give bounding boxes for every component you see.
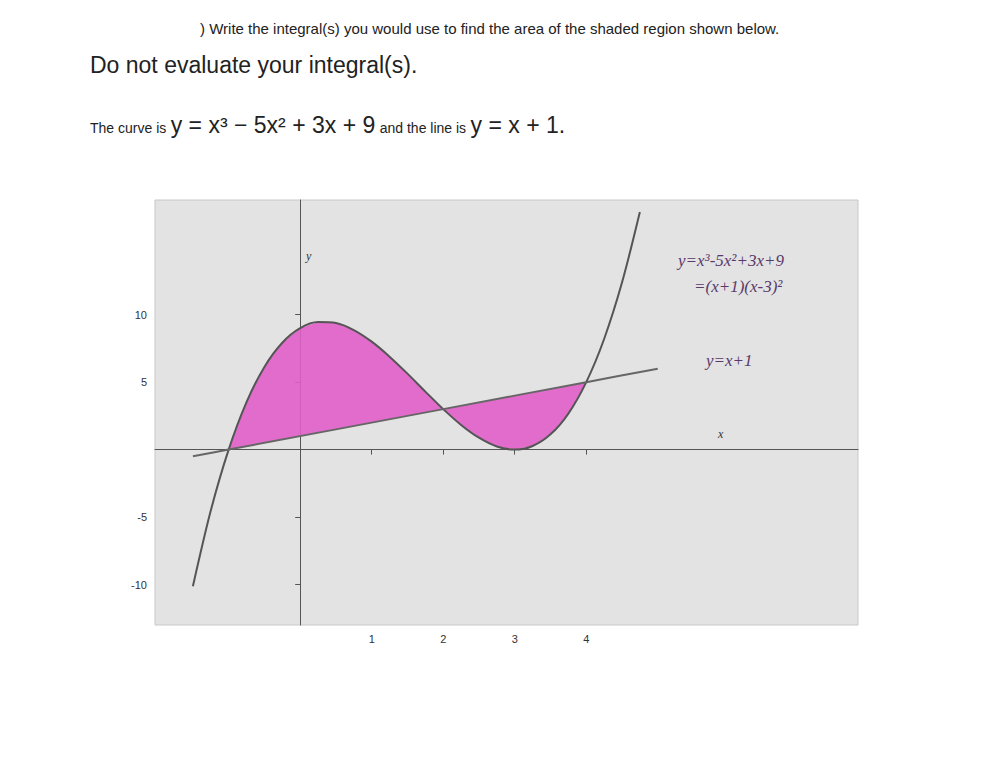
svg-text:10: 10 xyxy=(135,309,147,321)
svg-text:-5: -5 xyxy=(137,511,147,523)
svg-text:2: 2 xyxy=(440,633,446,645)
svg-text:y=x³-5x²+3x+9: y=x³-5x²+3x+9 xyxy=(676,251,784,270)
svg-text:3: 3 xyxy=(512,633,518,645)
svg-text:x: x xyxy=(717,427,724,441)
svg-text:y=x+1: y=x+1 xyxy=(704,351,753,370)
svg-text:5: 5 xyxy=(141,376,147,388)
html-text:Do not evaluate your integral(: Do not evaluate your integral(s). xyxy=(90,52,418,78)
svg-text:1: 1 xyxy=(369,633,375,645)
svg-text:4: 4 xyxy=(583,633,589,645)
html-text:) Write the integral(s) you wo: ) Write the integral(s) you would use to… xyxy=(200,20,780,37)
svg-text:=(x+1)(x-3)²: =(x+1)(x-3)² xyxy=(694,277,783,296)
svg-text:y: y xyxy=(305,249,312,263)
svg-text:-10: -10 xyxy=(131,579,147,591)
html-text:The curve isy = x³ − 5x² + 3x: The curve isy = x³ − 5x² + 3x + 9and the… xyxy=(90,112,566,138)
